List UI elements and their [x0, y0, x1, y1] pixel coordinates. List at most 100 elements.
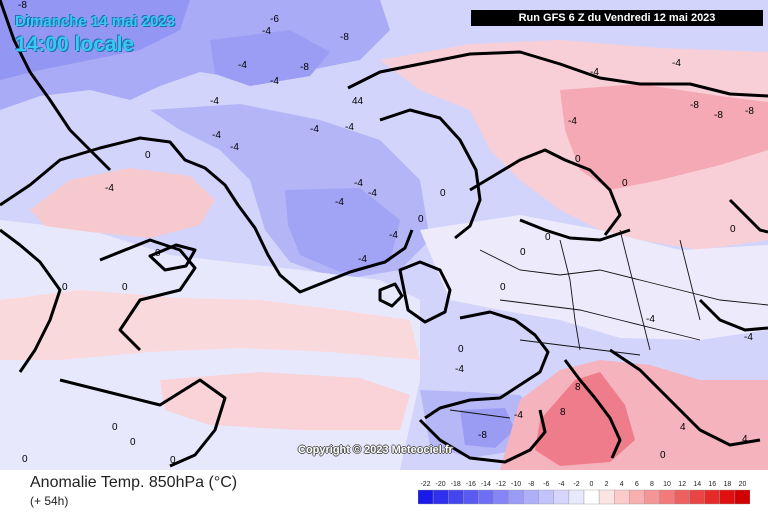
border-4	[619, 229, 651, 351]
contour-label: 0	[155, 248, 161, 259]
run-info-banner: Run GFS 6 Z du Vendredi 12 mai 2023	[471, 10, 763, 26]
scale-cell	[598, 489, 615, 505]
scale-label: -20	[436, 481, 446, 488]
scale-label: 20	[739, 481, 747, 488]
contour-label: -4	[514, 410, 523, 421]
scale-cell	[538, 489, 554, 505]
contour-label: 0	[440, 188, 446, 199]
contour-label: -4	[270, 76, 279, 87]
scale-label: 0	[590, 481, 594, 488]
contour-label: -4	[310, 124, 319, 135]
coast-uk	[398, 260, 452, 324]
color-scale-labels: -22 -20 -18 -16 -14 -12 -10 -8 -6 -4 -2 0 2 4 6 8 10 12 14…	[420, 481, 746, 488]
contour-label: -4	[646, 314, 655, 325]
contour-label: 0	[170, 455, 176, 466]
contour-label: 4	[680, 422, 686, 433]
contour-label: -4	[358, 254, 367, 265]
contour-label: -8	[18, 0, 27, 11]
scale-label: 2	[605, 481, 609, 488]
scale-cell	[613, 489, 630, 505]
contour-label: -6	[270, 14, 279, 25]
scale-cell	[629, 489, 645, 505]
coast-canada-3	[59, 378, 227, 468]
forecast-time: 14:00 locale	[15, 33, 135, 56]
contour-label: 0	[458, 344, 464, 355]
coast-norway	[379, 108, 482, 240]
copyright-notice: Copyright © 2023 Meteociel.fr	[298, 444, 453, 456]
scale-cell	[719, 489, 736, 505]
contour-label: -4	[672, 58, 681, 69]
scale-cell	[448, 489, 464, 505]
coast-greenland-east	[0, 0, 112, 172]
scale-cell	[432, 489, 449, 505]
scale-cell	[644, 489, 660, 505]
field-warm-greenland	[30, 168, 215, 238]
contour-label: 8	[575, 382, 581, 393]
contour-label: 0	[575, 154, 581, 165]
border-5	[679, 239, 701, 321]
forecast-date: Dimanche 14 mai 2023	[15, 13, 176, 30]
border-3	[559, 239, 581, 351]
contour-label: -4	[568, 116, 577, 127]
scale-cell	[478, 489, 494, 505]
contour-label: 0	[130, 437, 136, 448]
contour-label: -4	[744, 332, 753, 343]
contour-label: -4	[238, 60, 247, 71]
color-scale-legend: -22 -20 -18 -16 -14 -12 -10 -8 -6 -4 -2 0 2 4 6 8 10 12 14…	[418, 481, 750, 505]
scale-label: 16	[708, 481, 716, 488]
border-2	[499, 299, 701, 341]
contour-label: -4	[368, 188, 377, 199]
scale-label: 18	[724, 481, 732, 488]
coast-baltic	[519, 218, 631, 242]
scale-cell	[568, 489, 585, 505]
scale-cell	[704, 489, 721, 505]
contour-label: -8	[340, 32, 349, 43]
scale-label: -8	[528, 481, 534, 488]
scale-label: -18	[451, 481, 461, 488]
coast-canada-2	[99, 238, 197, 352]
contour-label: 0	[62, 282, 68, 293]
scale-label: -16	[466, 481, 476, 488]
contour-label: -4	[354, 178, 363, 189]
field-warm-atlantic-2	[160, 372, 410, 430]
coast-eastern-med	[698, 298, 768, 332]
contour-label: -8	[300, 62, 309, 73]
coast-ireland	[378, 282, 404, 308]
scale-cell	[508, 489, 524, 505]
scale-label: -14	[481, 481, 491, 488]
contour-label: 0	[112, 422, 118, 433]
scale-label: 6	[635, 481, 639, 488]
contour-label: -8	[478, 430, 487, 441]
coast-europe-west	[424, 310, 550, 420]
coast-iceland	[148, 243, 197, 272]
contour-label: 4	[742, 434, 748, 445]
contour-label: -4	[345, 122, 354, 133]
contour-label: -4	[230, 142, 239, 153]
scale-cell	[493, 489, 509, 505]
scale-label: 12	[678, 481, 686, 488]
border-6	[519, 339, 641, 356]
contour-label: 0	[500, 282, 506, 293]
border-7	[449, 409, 511, 419]
contour-label: 0	[418, 214, 424, 225]
contour-label: -4	[262, 26, 271, 37]
map-title: Anomalie Temp. 850hPa (°C)	[30, 474, 238, 491]
coast-iberia	[418, 409, 547, 464]
scale-label: -4	[558, 481, 564, 488]
contour-label: 0	[22, 454, 28, 465]
border-1	[479, 249, 768, 306]
coast-sweden	[469, 148, 622, 236]
field-neutral-europe	[420, 215, 768, 340]
scale-label: -6	[543, 481, 549, 488]
contour-label: 0	[660, 450, 666, 461]
scale-label: -10	[511, 481, 521, 488]
contour-label: -8	[745, 106, 754, 117]
coast-greenland	[0, 136, 414, 294]
scale-label: 10	[663, 481, 671, 488]
coast-balkans	[609, 348, 761, 447]
lead-time: (+ 54h)	[30, 494, 69, 508]
contour-label: -4	[212, 130, 221, 141]
